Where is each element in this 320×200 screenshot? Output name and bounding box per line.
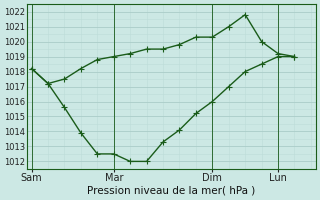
X-axis label: Pression niveau de la mer( hPa ): Pression niveau de la mer( hPa ) xyxy=(87,186,255,196)
